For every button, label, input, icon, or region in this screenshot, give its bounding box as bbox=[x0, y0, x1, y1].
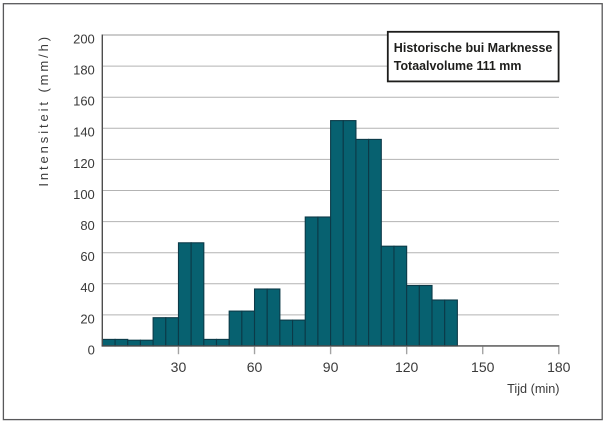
svg-text:20: 20 bbox=[80, 311, 94, 326]
svg-text:60: 60 bbox=[80, 249, 94, 264]
svg-text:90: 90 bbox=[323, 359, 339, 375]
svg-text:Historische bui Marknesse: Historische bui Marknesse bbox=[394, 40, 553, 55]
svg-text:0: 0 bbox=[88, 342, 95, 357]
svg-text:200: 200 bbox=[73, 31, 95, 46]
svg-text:180: 180 bbox=[547, 359, 571, 375]
svg-text:120: 120 bbox=[73, 156, 95, 171]
svg-text:40: 40 bbox=[80, 280, 94, 295]
svg-text:120: 120 bbox=[395, 359, 419, 375]
svg-text:60: 60 bbox=[247, 359, 263, 375]
svg-text:30: 30 bbox=[171, 359, 187, 375]
svg-text:80: 80 bbox=[80, 218, 94, 233]
svg-text:140: 140 bbox=[73, 125, 95, 140]
svg-text:100: 100 bbox=[73, 187, 95, 202]
svg-text:160: 160 bbox=[73, 94, 95, 109]
svg-text:180: 180 bbox=[73, 63, 95, 78]
svg-text:Intensiteit (mm/h): Intensiteit (mm/h) bbox=[36, 34, 51, 187]
svg-text:150: 150 bbox=[471, 359, 495, 375]
svg-text:Tijd (min): Tijd (min) bbox=[507, 382, 559, 396]
svg-text:Totaalvolume 111 mm: Totaalvolume 111 mm bbox=[394, 58, 522, 73]
